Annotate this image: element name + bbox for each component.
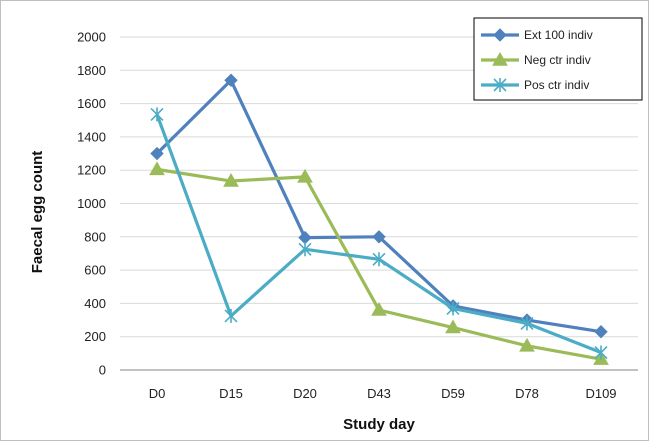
data-point-star bbox=[372, 252, 386, 267]
legend-label: Ext 100 indiv bbox=[524, 28, 593, 42]
legend-item: Ext 100 indiv bbox=[481, 28, 593, 42]
x-tick-label: D59 bbox=[441, 386, 465, 401]
y-tick-label: 2000 bbox=[77, 30, 106, 45]
legend-item: Neg ctr indiv bbox=[481, 51, 591, 67]
data-point-star bbox=[520, 316, 534, 331]
y-tick-label: 1000 bbox=[77, 196, 106, 211]
data-point-star bbox=[446, 301, 460, 316]
data-point-triangle bbox=[297, 168, 313, 183]
legend-items: Ext 100 indiv Neg ctr indiv Pos ctr indiv bbox=[481, 28, 593, 92]
y-tick-label: 200 bbox=[84, 329, 106, 344]
y-axis-title: Faecal egg count bbox=[29, 151, 46, 274]
data-point-star bbox=[298, 242, 312, 257]
series bbox=[149, 73, 609, 365]
y-axis-ticks: 0 200 400 600 800 1000 1200 1400 1600 1800 2000 bbox=[77, 30, 106, 378]
y-tick-label: 0 bbox=[99, 363, 106, 378]
data-point-star bbox=[594, 345, 608, 360]
y-tick-label: 1600 bbox=[77, 96, 106, 111]
series-3 bbox=[150, 107, 608, 360]
y-tick-label: 600 bbox=[84, 263, 106, 278]
x-tick-label: D109 bbox=[585, 386, 616, 401]
data-point-triangle bbox=[223, 173, 239, 187]
data-point-diamond bbox=[150, 146, 164, 161]
x-tick-label: D15 bbox=[219, 386, 243, 401]
x-tick-label: D78 bbox=[515, 386, 539, 401]
data-point-triangle bbox=[445, 319, 461, 334]
data-point-star bbox=[150, 107, 164, 122]
x-tick-label: D0 bbox=[149, 386, 166, 401]
x-tick-label: D43 bbox=[367, 386, 391, 401]
legend-item: Pos ctr indiv bbox=[481, 78, 589, 92]
x-axis-ticks: D0 D15 D20 D43 D59 D78 D109 bbox=[149, 386, 617, 401]
data-point-diamond bbox=[372, 230, 386, 244]
x-tick-label: D20 bbox=[293, 386, 317, 401]
data-point-triangle bbox=[519, 337, 535, 352]
y-tick-label: 1200 bbox=[77, 163, 106, 178]
data-point-diamond bbox=[594, 324, 608, 339]
data-point-diamond bbox=[493, 28, 507, 42]
data-point-triangle bbox=[149, 161, 165, 176]
data-point-star bbox=[493, 78, 507, 92]
y-tick-label: 800 bbox=[84, 229, 106, 244]
y-tick-label: 400 bbox=[84, 296, 106, 311]
data-point-diamond bbox=[224, 73, 238, 87]
legend-label: Neg ctr indiv bbox=[524, 53, 591, 67]
legend: Ext 100 indiv Neg ctr indiv Pos ctr indiv bbox=[473, 17, 643, 101]
y-tick-label: 1800 bbox=[77, 63, 106, 78]
legend-label: Pos ctr indiv bbox=[524, 78, 589, 92]
data-point-triangle bbox=[371, 302, 387, 316]
x-axis-title: Study day bbox=[343, 416, 415, 433]
data-point-star bbox=[224, 308, 238, 323]
data-point-triangle bbox=[492, 51, 508, 66]
y-tick-label: 1400 bbox=[77, 129, 106, 144]
